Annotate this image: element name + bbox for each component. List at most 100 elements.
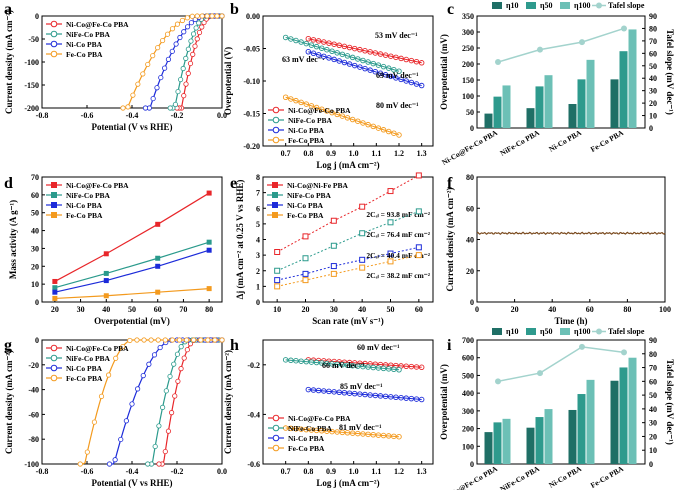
y-tick-label-f: 20 [466,267,474,276]
legend-marker-e [272,212,278,218]
bar-i [568,409,577,464]
tafel-fit-h [285,359,400,371]
tafel-line-point-i [621,349,627,356]
legend-label-e: Ni-Co PBA [287,201,324,210]
legend-marker-c [596,2,602,9]
x-tick-label-h: 1.2 [394,467,404,476]
legend-marker-h [272,414,280,422]
curve-marker-a [150,53,156,59]
cdl-annotation-e: 2Cₑₗ = 38.2 mF cm⁻² [366,271,430,280]
bar-i [526,427,535,464]
series-marker-d [103,270,109,276]
y-tick-label-c: 300 [462,28,474,37]
legend-marker-e [272,182,278,188]
tafel-fit-h [285,427,400,438]
legend-label-e: Fe-Co PBA [287,211,324,220]
curve-marker-a [193,25,199,31]
bar-i [493,422,502,464]
y-tick-label-i: 80 [649,350,657,359]
series-marker-e [359,264,366,271]
curve-marker-g [157,344,163,351]
series-marker-e [274,267,281,274]
y-tick-label-c: 250 [462,44,474,53]
legend-label-b: Ni-Co@Fe-Co PBA [288,106,351,115]
curve-marker-a [165,56,172,62]
y-tick-label-g: -60 [28,410,39,419]
legend-marker-e [272,192,278,198]
fit-line-e [277,254,419,287]
x-tick-label-e: 60 [415,305,423,314]
bar-c [586,59,595,129]
panel-letter-e: e [230,175,237,192]
x-tick-label-e: 50 [387,305,395,314]
category-label-i: Ni-Co PBA [547,464,583,490]
curve-marker-a [179,17,185,24]
tafel-fit-b [308,38,422,64]
series-marker-e [415,244,422,251]
fit-line-e [276,210,420,272]
series-marker-d [206,286,212,292]
curve-marker-a [189,13,195,19]
y-tick-label-c: 0 [649,124,653,133]
x-tick-label-d: 40 [102,305,110,314]
bar-c [568,104,577,128]
y-tick-label-a: -200 [24,104,39,113]
y-tick-label-c: 0 [470,124,474,133]
y-tick-label-i: 0 [470,460,474,469]
series-marker-e [330,263,337,270]
curve-marker-a [183,81,189,87]
curve-marker-a [142,105,149,111]
y-tick-label-c: 350 [462,12,474,21]
curve-marker-g [176,337,183,343]
curve-marker-g [169,410,175,416]
legend-label-c: η10 [506,1,519,10]
x-tick-label-f: 40 [548,305,556,314]
panel-letter-g: g [4,337,12,354]
tafel-annotation-h: 85 mV dec⁻¹ [340,382,383,391]
x-axis-label-d: Overpotential (mV) [94,316,170,326]
category-label-i: NiFe-Co PBA [498,464,541,490]
curve-marker-g [212,337,218,343]
series-marker-d [206,190,212,196]
y-tick-label-i: 700 [462,336,474,345]
stability-curve [476,231,666,235]
curve-marker-g [219,337,225,343]
y-tick-label-c: 60 [649,49,657,58]
y-tick-label-i: 500 [462,371,474,380]
bar-c [502,85,511,128]
cdl-annotation-e: 2Cₑₗ = 76.4 mF cm⁻² [366,230,430,239]
legend-label-c: Tafel slope [608,1,645,10]
curve-marker-a [145,61,151,68]
y-tick-label-b: -0.20 [243,142,260,151]
series-marker-e [330,217,337,224]
bar-i [577,394,586,464]
curve-marker-g [129,401,135,407]
curve-marker-a [162,65,168,71]
legend-marker-d [51,212,57,218]
y-tick-label-f: 0 [470,298,474,307]
panel-letter-a: a [4,1,12,18]
curve-marker-g [112,457,118,463]
x-tick-label-h: 1.3 [417,467,427,476]
y-tick-label-c: 40 [649,74,657,83]
y-tick-label-d: 30 [31,244,39,253]
legend-label-h: NiFe-Co PBA [288,424,333,433]
series-marker-e [387,188,394,195]
curve-marker-a [181,93,187,99]
cdl-annotation-e: 2Cₑₗ = 93.8 mF cm⁻² [366,210,430,219]
series-marker-e [274,249,281,255]
y-tick-label-e: 7 [256,189,260,198]
curve-marker-a [150,95,156,102]
legend-marker-h [272,444,280,452]
curve-marker-g [163,388,169,394]
curve-marker-a [199,24,205,30]
curve-marker-a [177,34,183,41]
panel-letter-f: f [447,175,453,192]
y-tick-label-e: 4 [256,236,260,245]
series-marker-d [155,255,161,261]
x-tick-label-g: -0.4 [126,467,139,476]
y-tick-label-f: 60 [466,204,474,213]
x-tick-label-d: 20 [51,305,59,314]
curve-marker-g [148,337,154,343]
